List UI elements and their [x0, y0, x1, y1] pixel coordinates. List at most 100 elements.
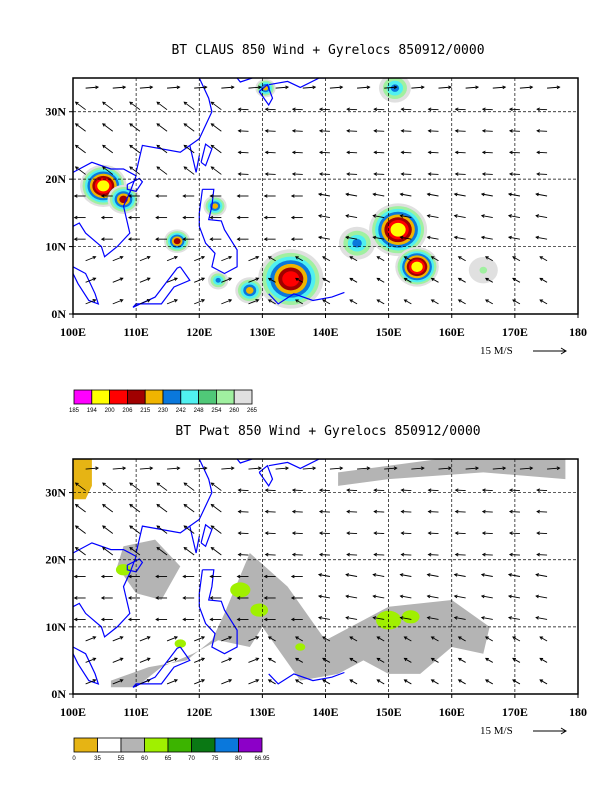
y-tick-label: 0N: [51, 307, 66, 321]
wind-arrow: [535, 193, 548, 197]
wind-arrowhead: [346, 107, 350, 112]
wind-arrowhead: [264, 531, 269, 535]
wind-arrow: [427, 574, 439, 577]
wind-arrow: [454, 193, 466, 197]
wind-arrow: [238, 532, 249, 534]
pwat-region-dry: [73, 459, 92, 500]
wind-arrowhead: [156, 166, 161, 170]
wind-arrow: [535, 215, 548, 219]
wind-arrow: [455, 108, 466, 111]
wind-arrow: [373, 193, 385, 197]
wind-arrowhead: [373, 107, 378, 112]
wind-arrowhead: [457, 657, 462, 662]
wind-arrow: [112, 277, 123, 283]
wind-arrow: [404, 658, 412, 663]
wind-arrow: [166, 658, 178, 663]
wind-arrowhead: [399, 192, 404, 197]
wind-arrow: [512, 256, 521, 262]
wind-arrow: [156, 144, 168, 154]
wind-arrow: [75, 482, 86, 491]
wind-arrow: [295, 256, 303, 262]
wind-arrow: [75, 547, 86, 556]
wind-arrowhead: [453, 214, 458, 218]
wind-arrow: [482, 108, 493, 111]
wind-arrow: [85, 299, 96, 305]
wind-arrowhead: [295, 277, 299, 282]
coastline: [268, 671, 345, 685]
wind-arrowhead: [453, 573, 458, 577]
wind-arrow: [221, 636, 232, 642]
wind-arrow: [75, 123, 86, 132]
wind-arrow: [373, 617, 385, 620]
wind-arrow: [166, 256, 178, 262]
x-tick-label: 140E: [312, 705, 338, 719]
wind-arrowhead: [376, 256, 381, 260]
wind-arrowhead: [102, 123, 106, 127]
wind-arrow: [75, 504, 86, 513]
colorbar-label: 206: [122, 408, 133, 414]
wind-arrowhead: [317, 192, 322, 197]
wind-arrowhead: [536, 107, 540, 112]
wind-arrowhead: [481, 172, 486, 176]
wind-arrow: [322, 636, 331, 642]
wind-arrowhead: [73, 596, 78, 600]
wind-arrowhead: [376, 657, 381, 662]
wind-arrow: [183, 123, 195, 132]
wind-arrowhead: [146, 255, 151, 260]
wind-arrowhead: [312, 466, 317, 471]
wind-arrow: [295, 277, 303, 283]
wind-arrow: [139, 467, 153, 470]
wind-arrowhead: [318, 129, 323, 133]
panel2-plot: 100E 110E 120E 130E 140E 150E 160E 170E 180 0N 10N…: [45, 458, 587, 735]
wind-arrow: [431, 299, 439, 305]
coastline: [236, 459, 255, 464]
wind-arrow: [481, 574, 493, 577]
wind-arrowhead: [102, 503, 106, 508]
wind-arrowhead: [92, 679, 97, 683]
wind-arrowhead: [156, 525, 161, 529]
wind-arrow: [139, 636, 151, 642]
wind-arrowhead: [427, 488, 432, 492]
wind-arrowhead: [73, 237, 78, 241]
wind-arrow: [485, 277, 494, 283]
wind-arrow: [455, 511, 466, 513]
wind-arrow: [265, 511, 276, 513]
wind-arrowhead: [535, 616, 540, 620]
wind-arrowhead: [373, 150, 378, 155]
coastline: [126, 177, 144, 192]
cloud-level: [245, 286, 254, 294]
wind-arrowhead: [201, 255, 206, 260]
wind-arrowhead: [267, 256, 272, 260]
coastline: [135, 78, 213, 173]
wind-arrowhead: [502, 85, 507, 90]
wind-arrowhead: [372, 616, 377, 620]
wind-arrow: [102, 482, 114, 491]
wind-arrow: [292, 511, 303, 513]
wind-arrow: [455, 130, 466, 132]
colorbar-swatch: [233, 389, 253, 405]
colorbar-swatch: [198, 389, 217, 405]
wind-arrowhead: [290, 574, 295, 579]
wind-arrow: [508, 617, 521, 620]
wind-arrowhead: [339, 85, 344, 90]
colorbar-label: 215: [140, 408, 151, 414]
wind-arrowhead: [430, 299, 435, 303]
wind-arrow: [112, 467, 126, 470]
wind-arrow: [129, 525, 141, 534]
wind-arrowhead: [507, 192, 512, 197]
wind-arrowhead: [346, 552, 350, 557]
wind-arrowhead: [237, 107, 242, 112]
wind-arrow: [211, 166, 222, 175]
wind-arrow: [454, 236, 466, 240]
cloud-level: [173, 238, 181, 245]
cloud-level: [97, 180, 110, 192]
wind-arrowhead: [174, 679, 179, 683]
wind-arrow: [75, 525, 86, 534]
wind-arrowhead: [176, 85, 181, 90]
wind-arrow: [349, 679, 358, 685]
wind-arrow: [295, 658, 303, 663]
wind-arrow: [376, 256, 385, 262]
wind-arrowhead: [427, 107, 432, 112]
wind-arrowhead: [201, 679, 206, 683]
wind-arrow: [455, 532, 466, 534]
